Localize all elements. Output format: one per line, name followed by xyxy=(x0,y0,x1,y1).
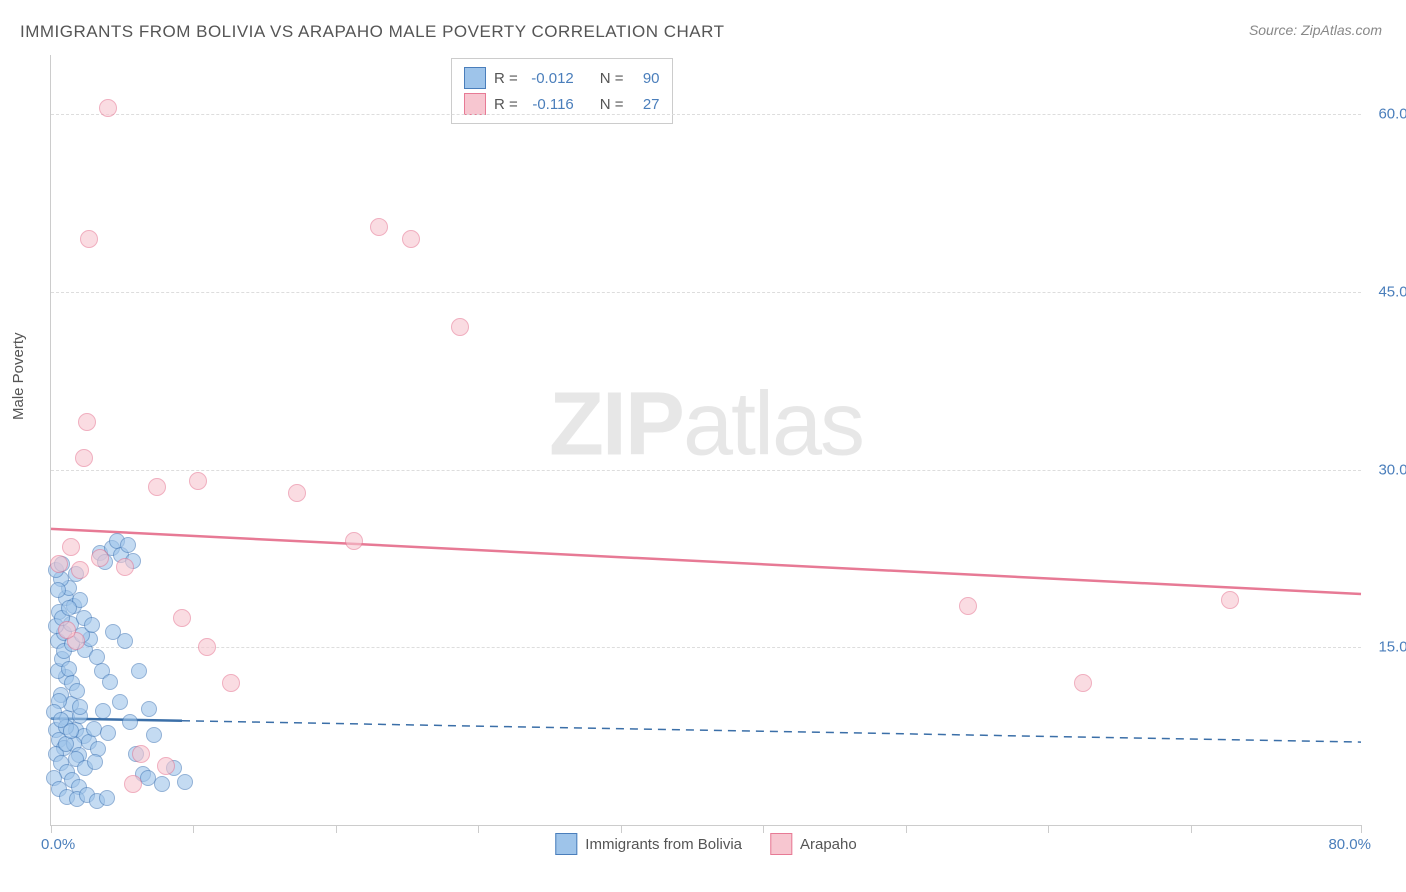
legend-label: Arapaho xyxy=(800,836,857,853)
data-point xyxy=(154,776,170,792)
x-tick xyxy=(621,825,622,833)
y-tick-label: 30.0% xyxy=(1366,461,1406,478)
data-point xyxy=(132,745,150,763)
r-label: R = xyxy=(494,70,518,87)
data-point xyxy=(345,532,363,550)
gridline xyxy=(51,114,1361,115)
x-tick xyxy=(763,825,764,833)
data-point xyxy=(84,617,100,633)
data-point xyxy=(99,99,117,117)
data-point xyxy=(173,609,191,627)
r-value: -0.012 xyxy=(526,70,574,87)
data-point xyxy=(116,558,134,576)
legend-series: Immigrants from Bolivia Arapaho xyxy=(555,833,856,855)
data-point xyxy=(62,538,80,556)
x-tick xyxy=(51,825,52,833)
x-tick xyxy=(1191,825,1192,833)
legend-swatch xyxy=(555,833,577,855)
n-value: 90 xyxy=(632,70,660,87)
data-point xyxy=(1221,591,1239,609)
x-axis-max-label: 80.0% xyxy=(1328,836,1371,853)
data-point xyxy=(86,721,102,737)
gridline xyxy=(51,647,1361,648)
data-point xyxy=(75,449,93,467)
legend-row: R = -0.116 N = 27 xyxy=(464,91,660,117)
data-point xyxy=(50,582,66,598)
data-point xyxy=(78,413,96,431)
data-point xyxy=(177,774,193,790)
data-point xyxy=(100,725,116,741)
x-tick xyxy=(1361,825,1362,833)
n-label: N = xyxy=(600,70,624,87)
x-tick xyxy=(906,825,907,833)
data-point xyxy=(50,555,68,573)
data-point xyxy=(102,674,118,690)
data-point xyxy=(370,218,388,236)
data-point xyxy=(91,549,109,567)
data-point xyxy=(189,472,207,490)
data-point xyxy=(120,537,136,553)
chart-title: IMMIGRANTS FROM BOLIVIA VS ARAPAHO MALE … xyxy=(20,22,724,42)
legend-swatch xyxy=(770,833,792,855)
data-point xyxy=(222,674,240,692)
data-point xyxy=(53,712,69,728)
legend-swatch xyxy=(464,93,486,115)
data-point xyxy=(131,663,147,679)
r-label: R = xyxy=(494,96,518,113)
gridline xyxy=(51,470,1361,471)
y-tick-label: 60.0% xyxy=(1366,106,1406,123)
x-tick xyxy=(478,825,479,833)
data-point xyxy=(140,770,156,786)
source-label: Source: ZipAtlas.com xyxy=(1249,22,1382,38)
n-label: N = xyxy=(600,96,624,113)
legend-item: Immigrants from Bolivia xyxy=(555,833,742,855)
data-point xyxy=(71,561,89,579)
data-point xyxy=(959,597,977,615)
data-point xyxy=(105,624,121,640)
y-tick-label: 45.0% xyxy=(1366,283,1406,300)
data-point xyxy=(72,699,88,715)
x-tick xyxy=(193,825,194,833)
n-value: 27 xyxy=(632,96,660,113)
data-point xyxy=(451,318,469,336)
legend-label: Immigrants from Bolivia xyxy=(585,836,742,853)
data-point xyxy=(1074,674,1092,692)
data-point xyxy=(69,683,85,699)
x-axis-min-label: 0.0% xyxy=(41,836,75,853)
plot-area: ZIPatlas R =-0.012N =90R =-0.116N =27 Im… xyxy=(50,55,1361,826)
data-point xyxy=(61,600,77,616)
data-point xyxy=(80,230,98,248)
regression-lines xyxy=(51,55,1361,825)
data-point xyxy=(402,230,420,248)
legend-row: R = -0.012 N = 90 xyxy=(464,65,660,91)
data-point xyxy=(198,638,216,656)
y-axis-label: Male Poverty xyxy=(10,332,27,420)
r-value: -0.116 xyxy=(526,96,574,113)
gridline xyxy=(51,292,1361,293)
x-tick xyxy=(1048,825,1049,833)
data-point xyxy=(122,714,138,730)
data-point xyxy=(148,478,166,496)
legend-item: Arapaho xyxy=(770,833,857,855)
data-point xyxy=(112,694,128,710)
x-tick xyxy=(336,825,337,833)
data-point xyxy=(288,484,306,502)
data-point xyxy=(141,701,157,717)
legend-swatch xyxy=(464,67,486,89)
data-point xyxy=(124,775,142,793)
data-point xyxy=(95,703,111,719)
data-point xyxy=(157,757,175,775)
data-point xyxy=(99,790,115,806)
y-tick-label: 15.0% xyxy=(1366,639,1406,656)
data-point xyxy=(87,754,103,770)
data-point xyxy=(146,727,162,743)
data-point xyxy=(58,621,76,639)
